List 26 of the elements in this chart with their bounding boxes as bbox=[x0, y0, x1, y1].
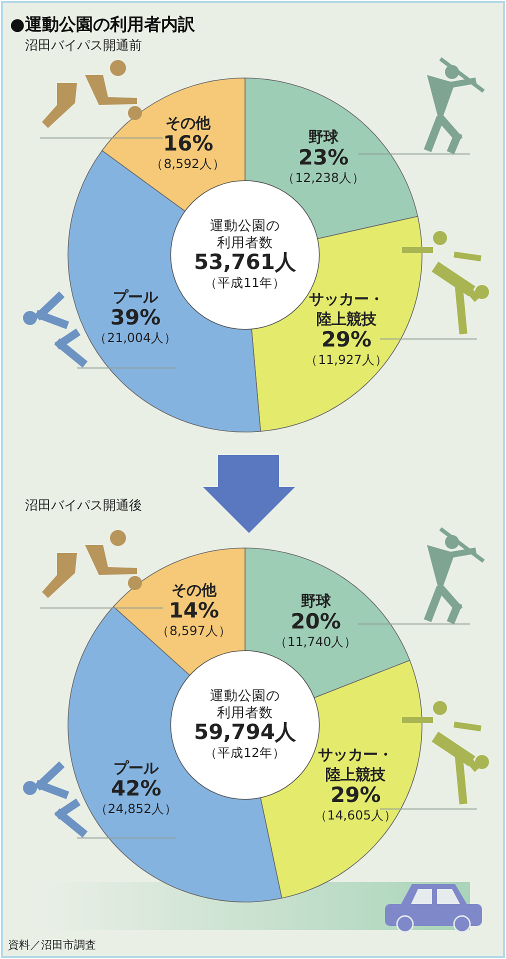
slice-label: 野球 bbox=[308, 128, 340, 146]
slice-label: サッカー・陸上競技 bbox=[318, 746, 394, 784]
data-label: 16% （8,592人） bbox=[150, 131, 226, 171]
data-label: 29% （14,605人） bbox=[314, 783, 398, 823]
slice-label: その他 bbox=[166, 114, 212, 132]
text: 59,794人 bbox=[194, 720, 298, 744]
slice-label: サッカー・陸上競技 bbox=[308, 290, 384, 328]
slice-label: プール bbox=[113, 288, 160, 306]
chart-subtitle: 沼田バイパス開通後 bbox=[25, 498, 142, 514]
text: 運動公園の利用者数 bbox=[210, 218, 280, 251]
chart-title: ●運動公園の利用者内訳 bbox=[10, 15, 196, 35]
data-label: 39% （21,004人） bbox=[94, 305, 177, 345]
slice-label: プール bbox=[114, 758, 160, 777]
text: 53,761人 bbox=[194, 250, 298, 274]
text: （平成11年） bbox=[204, 275, 286, 290]
text: 運動公園の利用者数 bbox=[210, 688, 280, 721]
data-label: 23% （12,238人） bbox=[282, 145, 365, 185]
slice-label: その他 bbox=[171, 581, 218, 600]
data-label: 42% （24,852人） bbox=[94, 776, 178, 816]
text: （平成12年） bbox=[204, 745, 286, 760]
data-label: 20% （11,740人） bbox=[274, 610, 358, 650]
text: 資料／沼田市調査 bbox=[8, 938, 96, 952]
data-label: 14% （8,597人） bbox=[156, 598, 232, 638]
chart-subtitle: 沼田バイパス開通前 bbox=[25, 38, 142, 54]
data-label: 29% （11,927人） bbox=[305, 328, 388, 368]
slice-label: 野球 bbox=[300, 592, 332, 610]
